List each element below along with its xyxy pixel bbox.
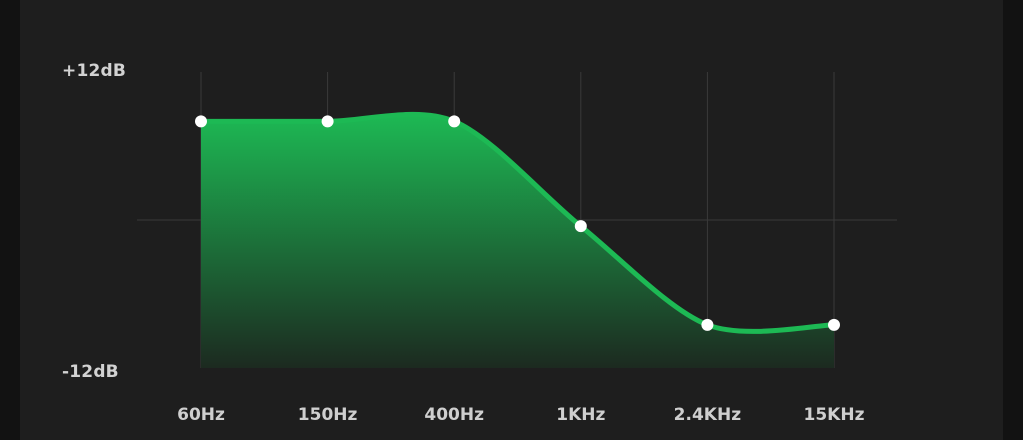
eq-band-handle-150hz[interactable] (321, 115, 334, 128)
eq-band-handle-2.4khz[interactable] (701, 318, 714, 331)
eq-curve-fill (201, 114, 834, 368)
eq-band-handle-60hz[interactable] (195, 115, 207, 128)
frequency-label-2.4khz: 2.4KHz (673, 405, 742, 425)
eq-band-handle-400hz[interactable] (448, 115, 461, 128)
frequency-label-150hz: 150Hz (297, 405, 358, 425)
frequency-label-15khz: 15KHz (803, 405, 865, 425)
frequency-label-1khz: 1KHz (556, 405, 606, 425)
eq-band-handle-15khz[interactable] (828, 318, 840, 331)
eq-handles (195, 115, 840, 331)
frequency-label-400hz: 400Hz (424, 405, 484, 425)
right-margin (1003, 0, 1023, 440)
frequency-label-60hz: 60Hz (177, 405, 225, 425)
eq-band-handle-1khz[interactable] (574, 220, 587, 233)
y-axis-min-label: -12dB (62, 362, 119, 382)
eq-curve-line (201, 111, 835, 334)
y-axis-max-label: +12dB (62, 61, 127, 81)
left-margin (0, 0, 20, 440)
